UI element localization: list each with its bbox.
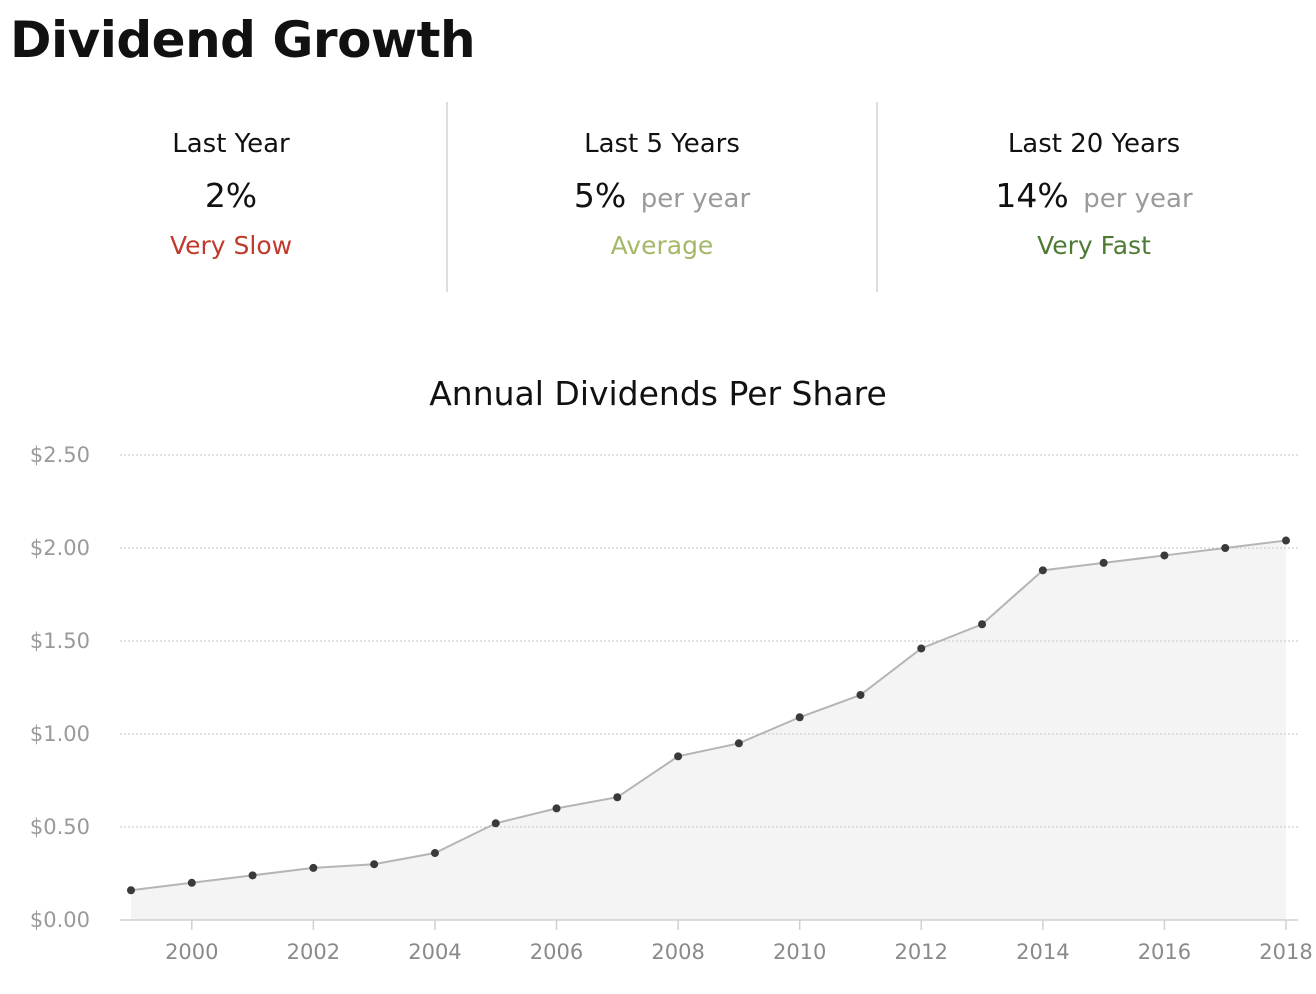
data-point [917, 644, 926, 653]
y-tick-label: $0.00 [30, 908, 90, 932]
series-line [130, 539, 1287, 892]
x-tick-label: 2016 [1138, 940, 1191, 964]
stat-label: Last 20 Years [1007, 129, 1181, 159]
stat-value: 14% per year [878, 174, 1310, 221]
y-tick-label: $1.00 [30, 722, 90, 746]
stat-value-unit: per year [640, 184, 751, 214]
stat-rating: Very Slow [169, 231, 293, 260]
x-tick-label: 2010 [773, 940, 826, 964]
data-point [856, 690, 865, 699]
data-point [1160, 551, 1169, 560]
x-tick-label: 2002 [287, 940, 340, 964]
page-title: Dividend Growth [10, 11, 476, 69]
data-point [613, 793, 622, 802]
x-tick-label: 2012 [895, 940, 948, 964]
stat-last-year: Last Year 2% Very Slow [15, 102, 447, 292]
data-point [1282, 536, 1290, 545]
data-point [127, 886, 135, 895]
growth-stats: Last Year 2% Very Slow Last 5 Years 5% p… [15, 102, 1310, 292]
data-point [552, 804, 561, 813]
data-point [734, 739, 743, 748]
data-point [1099, 558, 1108, 567]
stat-value: 5% per year [448, 174, 876, 221]
x-tick-label: 2004 [408, 940, 461, 964]
data-point [248, 871, 257, 880]
x-tick-label: 2008 [651, 940, 704, 964]
chart-title: Annual Dividends Per Share [429, 374, 887, 413]
data-point [795, 713, 804, 722]
stat-divider [876, 102, 878, 292]
stat-value: 2% [15, 174, 447, 218]
stat-value-number: 5% [573, 176, 627, 215]
y-tick-label: $1.50 [30, 629, 90, 653]
data-point [1221, 544, 1230, 552]
stat-last-5-years: Last 5 Years 5% per year Average [448, 102, 876, 292]
x-tick-label: 2006 [530, 940, 583, 964]
x-tick-label: 2018 [1259, 940, 1312, 964]
stat-rating: Very Fast [1037, 231, 1151, 260]
area-fill [131, 540, 1286, 920]
stat-value-number: 2% [204, 176, 258, 215]
stat-label: Last 5 Years [584, 129, 740, 159]
stat-rating: Average [610, 231, 714, 260]
stat-last-20-years: Last 20 Years 14% per year Very Fast [878, 102, 1310, 292]
data-point [430, 849, 439, 858]
data-point [491, 819, 500, 828]
y-tick-label: $0.50 [30, 815, 90, 839]
y-tick-label: $2.00 [30, 536, 90, 560]
data-point [978, 620, 987, 629]
data-point [370, 860, 379, 869]
stat-value-number: 14% [995, 176, 1069, 215]
data-point [187, 878, 196, 887]
data-point [674, 752, 683, 761]
stat-value-unit: per year [1083, 184, 1193, 214]
stat-label: Last Year [172, 129, 290, 159]
y-tick-label: $2.50 [30, 443, 90, 467]
stat-divider [446, 102, 448, 292]
data-point [1038, 566, 1047, 575]
data-point [309, 863, 318, 872]
x-tick-label: 2000 [165, 940, 218, 964]
x-tick-label: 2014 [1016, 940, 1069, 964]
